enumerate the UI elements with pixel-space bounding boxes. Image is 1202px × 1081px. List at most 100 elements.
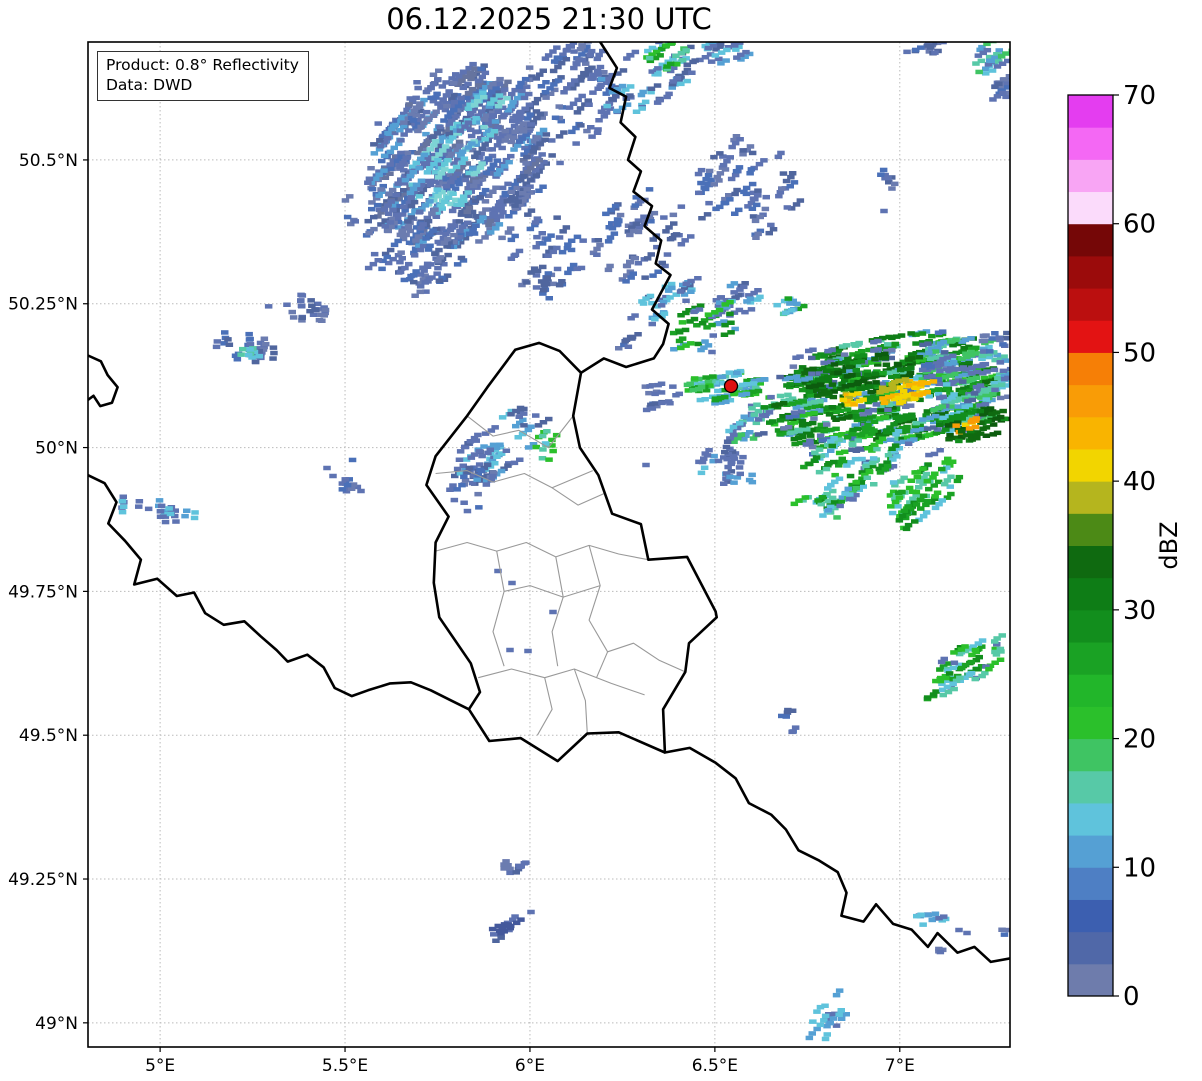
colorbar-segment [1068, 738, 1113, 772]
radar-echo-cluster [694, 134, 805, 240]
colorbar-segment [1068, 867, 1113, 900]
radar-echo-cluster [532, 275, 567, 301]
colorbar-segment [1068, 448, 1113, 482]
radar-site-dot [723, 378, 739, 394]
canton-border [435, 470, 594, 489]
colorbar-segment [1068, 352, 1113, 386]
colorbar-segment [1068, 320, 1113, 353]
canton-border [551, 487, 605, 506]
colorbar-segment [1068, 963, 1113, 997]
radar-echo-cluster [839, 391, 867, 407]
radar-echo-cluster [118, 494, 199, 525]
radar-echo-cluster [778, 707, 797, 719]
radar-echoes [118, 42, 1010, 1042]
gridlines [88, 42, 1010, 1047]
x-tick-label: 5°E [145, 1056, 175, 1076]
country-border [579, 42, 672, 375]
radar-echo-cluster [400, 232, 468, 298]
country-border [663, 746, 1010, 964]
radar-echo-cluster [886, 456, 964, 532]
country-border [425, 341, 718, 763]
radar-echo-cluster [790, 419, 904, 511]
y-tick-label: 50.25°N [8, 295, 78, 315]
map-frame [87, 41, 1011, 1048]
radar-echo-cluster [819, 485, 860, 520]
colorbar-segment [1068, 931, 1113, 965]
colorbar-tick-label: 20 [1123, 725, 1156, 755]
radar-echo-cluster [589, 187, 695, 284]
colorbar-segment [1068, 288, 1113, 321]
colorbar-tick-label: 50 [1123, 338, 1156, 368]
radar-echo-cluster [913, 911, 950, 927]
radar-echo-cluster [972, 42, 1010, 76]
radar-echo-cluster [364, 196, 441, 275]
radar-echo-cluster [683, 374, 718, 393]
country-border [88, 473, 471, 711]
radar-echo-cluster [641, 381, 683, 413]
colorbar-segment [1068, 159, 1113, 193]
radar-echo-cluster [449, 90, 511, 142]
radar-echo-cluster [903, 42, 947, 56]
x-tick-label: 6.5°E [692, 1056, 738, 1076]
x-tick-label: 6°E [515, 1056, 545, 1076]
radar-echo-cluster [488, 914, 525, 943]
radar-echo-cluster [952, 416, 985, 435]
radar-echo-cluster [643, 42, 691, 72]
colorbar-segment [1068, 642, 1113, 675]
radar-echo-specks [323, 175, 971, 936]
colorbar-segment [1068, 384, 1113, 418]
canton-border [503, 585, 601, 598]
radar-echo-cluster [887, 485, 928, 523]
radar-echo-cluster [684, 368, 769, 406]
y-tick-label: 49°N [35, 1014, 78, 1034]
canton-border [536, 677, 553, 736]
radar-echo-cluster [338, 457, 362, 494]
colorbar-segment [1068, 674, 1113, 707]
radar-echo-cluster [615, 332, 642, 351]
y-tick-label: 49.25°N [8, 870, 78, 890]
plot-frame [87, 41, 1011, 1048]
canton-border [607, 642, 686, 673]
canton-border [573, 668, 588, 734]
colorbar-axis-label: dBZ [1155, 521, 1183, 569]
radar-echo-cluster [788, 725, 800, 735]
y-tick-label: 49.75°N [8, 582, 78, 602]
canton-borders [435, 415, 686, 736]
radar-location-marker [723, 378, 739, 394]
canton-border [466, 415, 574, 449]
radar-echo-cluster [501, 42, 620, 166]
colorbar-segment [1068, 95, 1113, 128]
product-label: Product: 0.8° Reflectivity [106, 56, 299, 74]
product-info-box: Product: 0.8° Reflectivity Data: DWD [97, 51, 309, 101]
colorbar-segment [1068, 127, 1113, 160]
colorbar-tick-label: 40 [1123, 467, 1156, 497]
colorbar-segment [1068, 513, 1113, 546]
colorbar-segment [1068, 609, 1113, 643]
canton-border [588, 545, 609, 678]
y-tick-label: 49.5°N [19, 726, 78, 746]
canton-border [492, 551, 505, 667]
data-source-label: Data: DWD [106, 76, 193, 95]
country-borders [88, 42, 1010, 964]
radar-echo-cluster [677, 42, 754, 87]
colorbar-segment [1068, 770, 1113, 804]
colorbar-segment [1068, 416, 1113, 450]
colorbar-tick-label: 60 [1123, 210, 1156, 240]
colorbar-segment [1068, 545, 1113, 579]
radar-echo-cluster [237, 346, 263, 360]
colorbar-tick-label: 10 [1123, 853, 1156, 883]
colorbar-tick-label: 70 [1123, 81, 1156, 111]
colorbar-segment [1068, 706, 1113, 740]
y-tick-label: 50°N [35, 439, 78, 459]
radar-echo-cluster [669, 299, 739, 353]
colorbar: 0 10 20 30 40 50 60 70 dBZ [1067, 81, 1183, 1012]
country-border [88, 354, 119, 408]
colorbar-segment [1068, 481, 1113, 514]
radar-echo-cluster [923, 633, 1006, 702]
colorbar-segment [1068, 577, 1113, 611]
colorbar-frame [1067, 94, 1114, 997]
radar-echo-cluster [264, 292, 330, 323]
colorbar-segment [1068, 802, 1113, 836]
